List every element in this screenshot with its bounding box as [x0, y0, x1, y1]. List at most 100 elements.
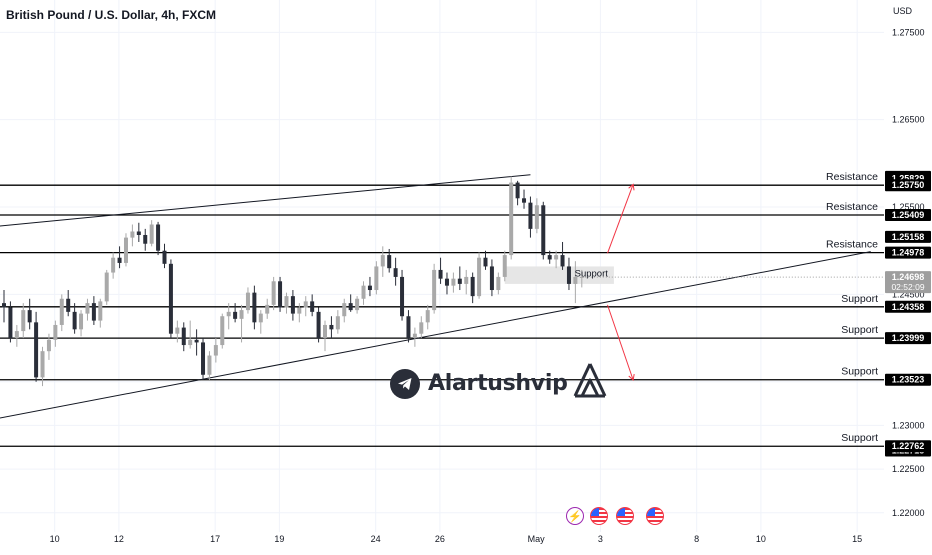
candle-body[interactable]	[21, 310, 26, 332]
candle-body[interactable]	[380, 255, 385, 267]
candle-body[interactable]	[2, 303, 6, 308]
candle-body[interactable]	[348, 303, 353, 311]
candle-body[interactable]	[528, 202, 533, 229]
candle-body[interactable]	[149, 224, 154, 244]
candle-body[interactable]	[136, 231, 141, 235]
candle-body[interactable]	[85, 303, 90, 314]
candle-body[interactable]	[303, 301, 308, 308]
trendline[interactable]	[0, 174, 531, 227]
candle-body[interactable]	[361, 285, 366, 299]
candle-body[interactable]	[72, 311, 77, 330]
candle-body[interactable]	[515, 182, 520, 199]
candle-body[interactable]	[323, 324, 327, 339]
candle-body[interactable]	[46, 339, 51, 352]
us-flag-event-icon[interactable]	[590, 507, 608, 525]
candle-body[interactable]	[541, 205, 546, 256]
candle-body[interactable]	[477, 257, 482, 297]
candle-body[interactable]	[40, 351, 45, 378]
candle-body[interactable]	[66, 298, 71, 312]
candle-body[interactable]	[59, 298, 64, 325]
candle-body[interactable]	[393, 268, 398, 277]
candle-body[interactable]	[34, 322, 39, 378]
candle-body[interactable]	[342, 303, 347, 317]
candle-body[interactable]	[374, 266, 379, 291]
trendline[interactable]	[0, 251, 871, 419]
level-annotation: Support	[841, 324, 878, 336]
candle-body[interactable]	[483, 257, 488, 267]
candle-body[interactable]	[181, 327, 186, 346]
candle-body[interactable]	[188, 339, 193, 346]
candle-body[interactable]	[509, 182, 514, 256]
candle-body[interactable]	[265, 304, 270, 314]
candle-body[interactable]	[329, 324, 334, 330]
candle-body[interactable]	[201, 342, 206, 375]
us-flag-event-icon[interactable]	[616, 507, 634, 525]
candle-body[interactable]	[130, 231, 135, 238]
candle-body[interactable]	[271, 281, 276, 305]
candle-body[interactable]	[579, 276, 584, 278]
candle-body[interactable]	[79, 313, 84, 330]
candle-body[interactable]	[117, 257, 122, 263]
candle-body[interactable]	[502, 255, 507, 277]
candle-body[interactable]	[451, 278, 456, 286]
candle-body[interactable]	[534, 205, 539, 229]
candle-body[interactable]	[412, 333, 417, 339]
candle-body[interactable]	[245, 292, 250, 311]
candle-body[interactable]	[220, 316, 225, 346]
candle-body[interactable]	[123, 237, 128, 263]
candle-body[interactable]	[554, 255, 559, 260]
candle-body[interactable]	[316, 311, 321, 339]
candle-body[interactable]	[522, 198, 527, 203]
candle-body[interactable]	[111, 257, 116, 273]
candle-body[interactable]	[444, 278, 449, 286]
candle-body[interactable]	[14, 331, 19, 339]
candle-body[interactable]	[143, 234, 148, 244]
candle-body[interactable]	[156, 224, 161, 251]
candle-body[interactable]	[406, 316, 411, 339]
candle-body[interactable]	[104, 272, 109, 302]
candle-body[interactable]	[226, 311, 231, 317]
candle-body[interactable]	[194, 339, 199, 343]
candle-body[interactable]	[489, 266, 494, 291]
us-flag-event-icon[interactable]	[646, 507, 664, 525]
candle-body[interactable]	[284, 296, 289, 308]
candle-body[interactable]	[573, 276, 578, 284]
axis-price-label: 1.25829	[892, 173, 925, 183]
candle-body[interactable]	[470, 276, 475, 297]
candle-body[interactable]	[27, 310, 32, 323]
candle-body[interactable]	[252, 292, 257, 323]
candle-body[interactable]	[560, 255, 565, 267]
candle-body[interactable]	[162, 250, 167, 264]
candle-body[interactable]	[213, 345, 218, 356]
candle-body[interactable]	[419, 322, 424, 334]
candle-body[interactable]	[425, 310, 430, 323]
candle-body[interactable]	[400, 276, 405, 317]
candle-body[interactable]	[310, 301, 315, 312]
candle-body[interactable]	[438, 269, 443, 279]
candle-body[interactable]	[278, 281, 283, 308]
candle-body[interactable]	[8, 307, 13, 339]
candle-body[interactable]	[432, 269, 437, 311]
candle-body[interactable]	[355, 298, 360, 311]
lightning-event-icon[interactable]: ⚡	[566, 507, 584, 525]
candle-body[interactable]	[53, 324, 58, 340]
candle-body[interactable]	[464, 276, 469, 284]
candle-body[interactable]	[297, 307, 302, 314]
candle-body[interactable]	[239, 310, 244, 319]
candle-body[interactable]	[175, 327, 180, 334]
candle-body[interactable]	[367, 285, 372, 291]
candle-body[interactable]	[290, 296, 295, 314]
candle-body[interactable]	[91, 303, 96, 321]
candle-body[interactable]	[387, 255, 392, 269]
candle-body[interactable]	[496, 276, 501, 291]
candle-body[interactable]	[457, 278, 462, 284]
candle-body[interactable]	[168, 263, 173, 334]
candle-body[interactable]	[547, 255, 552, 260]
candle-body[interactable]	[98, 301, 103, 321]
candle-body[interactable]	[207, 355, 212, 375]
candle-body[interactable]	[566, 266, 571, 284]
candle-body[interactable]	[335, 316, 340, 330]
candle-body[interactable]	[233, 311, 238, 319]
candle-body[interactable]	[258, 313, 263, 323]
